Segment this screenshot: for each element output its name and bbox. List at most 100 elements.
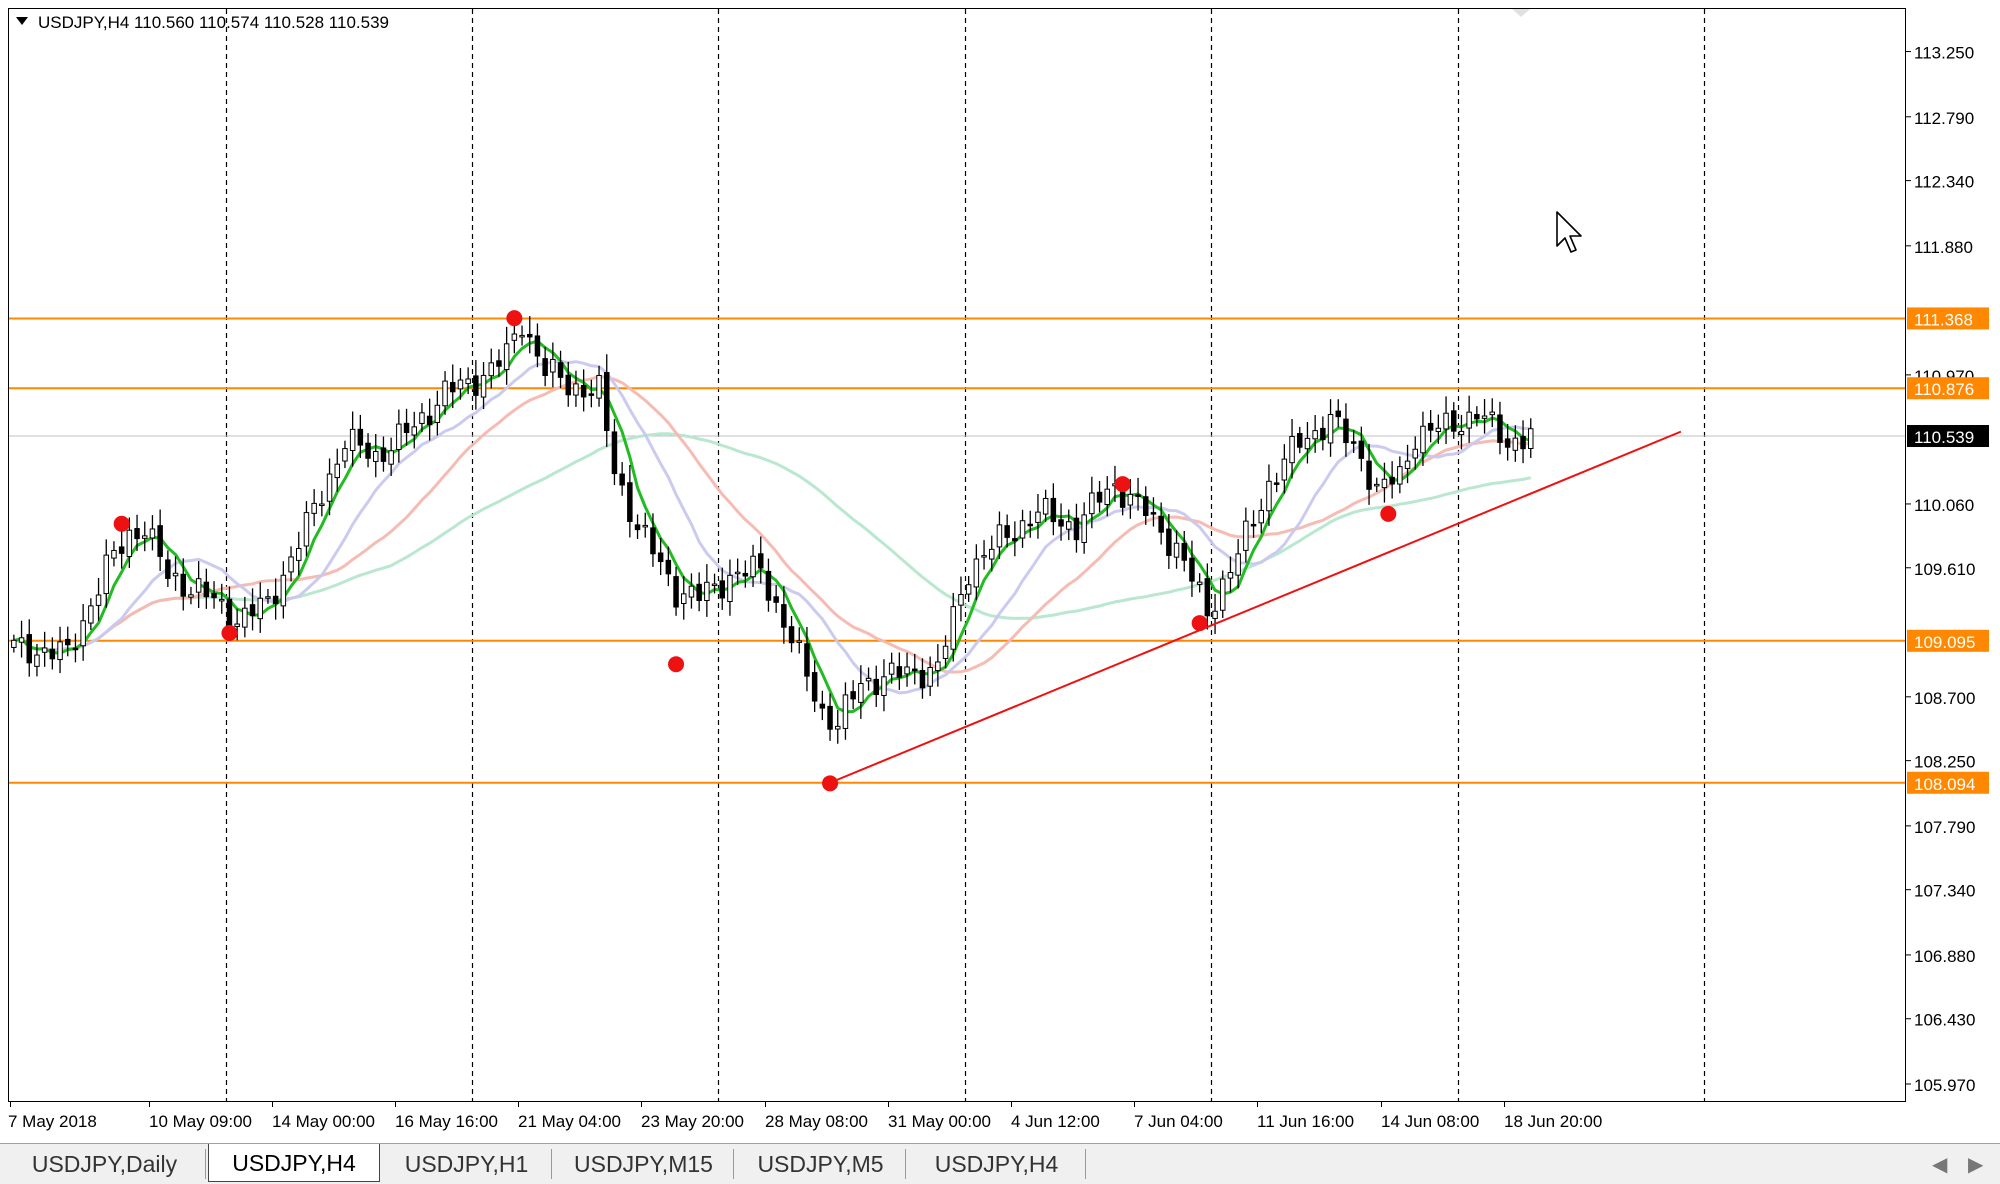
candle — [1012, 521, 1018, 557]
candle — [819, 690, 826, 721]
candle-body — [1089, 492, 1095, 515]
level-price-label: 111.368 — [1914, 310, 1973, 329]
candle-body — [580, 385, 587, 398]
candle-body — [65, 638, 71, 646]
candle — [881, 659, 887, 712]
candle — [1320, 416, 1326, 451]
tab-usdjpy-h1[interactable]: USDJPY,H1 — [382, 1149, 552, 1179]
candle — [442, 371, 448, 415]
candle-body — [288, 556, 294, 573]
scroll-marker-icon — [1512, 9, 1530, 17]
candle-body — [503, 343, 510, 371]
candle-body — [234, 623, 240, 628]
candle — [1181, 530, 1187, 572]
candle-body — [773, 596, 779, 603]
candle-body — [272, 595, 279, 605]
candle — [1389, 461, 1395, 499]
candle — [296, 531, 302, 576]
candle — [1312, 415, 1318, 453]
candle-body — [211, 592, 217, 599]
horizontal-levels[interactable] — [9, 317, 1905, 784]
level-price-label: 110.876 — [1914, 380, 1974, 399]
candle-body — [1027, 523, 1033, 527]
candle — [1458, 414, 1465, 450]
candle — [388, 437, 394, 476]
candle-body — [1243, 520, 1249, 551]
candle — [642, 512, 648, 538]
tab-usdjpy-h4[interactable]: USDJPY,H4 — [208, 1144, 380, 1182]
candle — [904, 652, 910, 687]
tab-usdjpy-m15[interactable]: USDJPY,M15 — [554, 1149, 734, 1179]
candle-body — [442, 380, 448, 407]
symbol-info-bar: USDJPY,H4 110.560 110.574 110.528 110.53… — [16, 13, 389, 32]
candle — [773, 585, 779, 613]
candle — [496, 349, 502, 377]
candle-body — [1266, 480, 1272, 512]
candle-body — [1312, 430, 1318, 440]
candle — [118, 529, 125, 569]
candle — [604, 354, 610, 447]
candle — [542, 346, 548, 387]
candle — [172, 556, 179, 591]
tab-usdjpy-h4-2[interactable]: USDJPY,H4 — [908, 1149, 1086, 1179]
price-axis: 113.250112.790112.340111.880110.970110.0… — [1905, 44, 1989, 1095]
tab-usdjpy-daily[interactable]: USDJPY,Daily — [4, 1149, 206, 1179]
candle — [272, 578, 279, 620]
candle-body — [1350, 441, 1357, 444]
candle — [1096, 480, 1103, 513]
candle — [1104, 476, 1110, 517]
candle — [1374, 477, 1380, 492]
candle-body — [704, 581, 710, 602]
candle-body — [334, 463, 340, 479]
candle — [534, 323, 541, 368]
candle-body — [496, 360, 502, 367]
candle — [1451, 402, 1457, 439]
candle-body — [1358, 440, 1365, 459]
candle-body — [727, 574, 733, 603]
time-tick-label: 28 May 08:00 — [765, 1112, 868, 1131]
time-tick-label: 21 May 04:00 — [518, 1112, 621, 1131]
candle-body — [1004, 525, 1010, 538]
candle — [611, 419, 618, 486]
candle — [450, 364, 456, 409]
candle-body — [157, 525, 163, 557]
tab-scroll-right-icon[interactable]: ▶ — [1968, 1152, 1984, 1176]
candle — [1327, 399, 1334, 457]
pivot-marker — [1114, 476, 1131, 493]
candle — [1443, 396, 1449, 445]
candle — [1066, 509, 1072, 541]
candle-body — [827, 705, 833, 730]
candle-body — [349, 428, 356, 451]
current-price-label: 110.539 — [1914, 428, 1974, 447]
trendline-group[interactable] — [829, 430, 1682, 784]
candle — [981, 540, 987, 570]
candle-body — [511, 333, 518, 341]
pivot-marker — [1191, 615, 1208, 632]
tab-scroll-left-icon[interactable]: ◀ — [1932, 1152, 1948, 1176]
trendline[interactable] — [829, 430, 1682, 784]
candle-body — [1204, 578, 1211, 617]
candle-body — [1066, 521, 1072, 530]
candle-body — [342, 448, 348, 462]
candle-body — [711, 583, 718, 587]
candle — [11, 634, 17, 653]
tab-usdjpy-m5[interactable]: USDJPY,M5 — [736, 1149, 906, 1179]
candle-body — [1073, 517, 1080, 541]
candle — [1435, 414, 1442, 444]
time-tick-label: 4 Jun 12:00 — [1011, 1112, 1100, 1131]
candle-body — [57, 641, 63, 661]
price-chart[interactable]: 113.250112.790112.340111.880110.970110.0… — [0, 0, 2000, 1143]
candle-body — [1196, 581, 1203, 585]
candle-body — [1058, 519, 1064, 527]
candle-body — [842, 694, 849, 729]
candle — [188, 586, 194, 605]
candle — [527, 316, 533, 354]
candle-body — [1512, 437, 1519, 451]
price-tick-label: 108.250 — [1914, 753, 1975, 772]
candle — [57, 626, 63, 674]
candle — [319, 490, 325, 517]
candle-body — [34, 654, 40, 667]
candle-body — [912, 668, 918, 672]
candle — [1381, 462, 1388, 503]
triangle-down-icon[interactable] — [16, 17, 28, 25]
